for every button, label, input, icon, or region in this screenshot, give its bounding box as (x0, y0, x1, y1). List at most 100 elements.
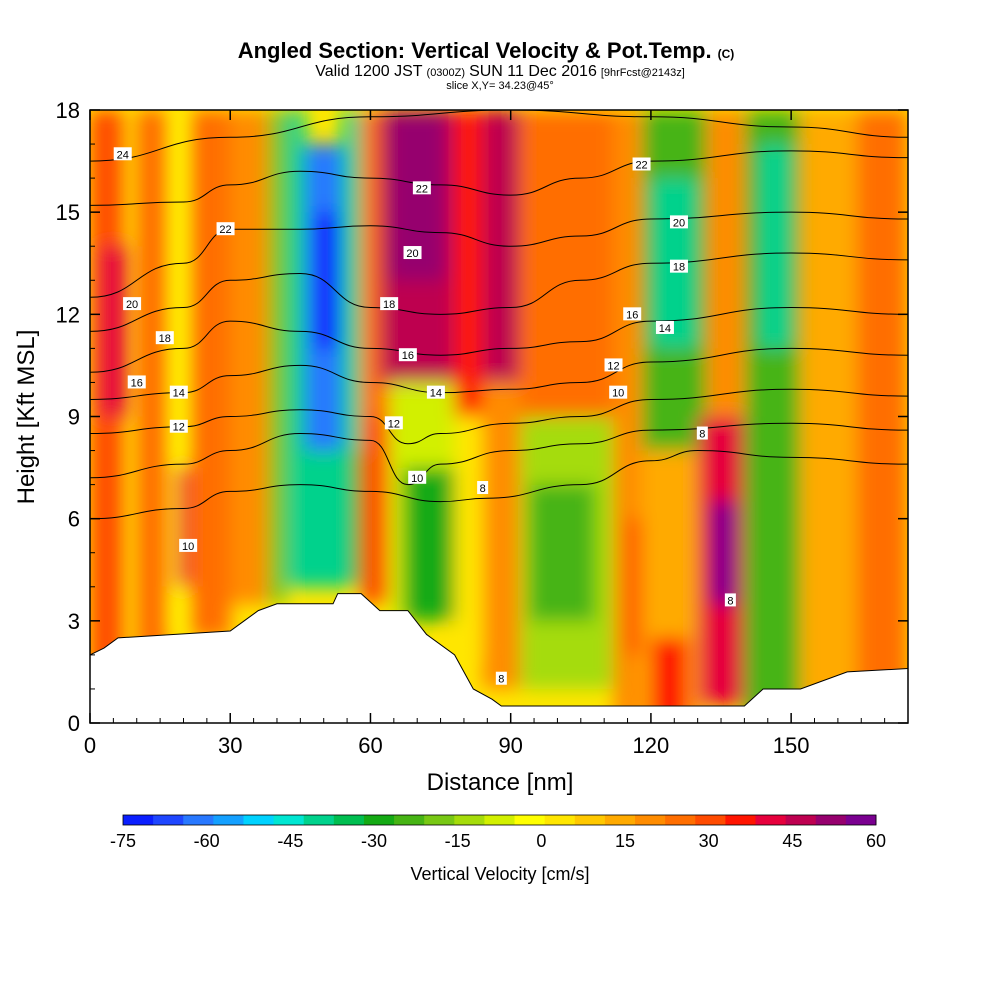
svg-text:Valid 1200 JST(0300Z)SUN 11 De: Valid 1200 JST (0300Z) SUN 11 Dec 2016 [9hr… (315, 63, 685, 80)
velocity-cell (188, 110, 231, 638)
velocity-cell (230, 110, 268, 604)
contour-label: 22 (216, 222, 235, 236)
contour-label-bg (169, 419, 188, 433)
contour-label-text: 8 (699, 429, 705, 441)
colorbar-tick-label: 0 (536, 831, 546, 851)
contour-label: 22 (632, 157, 651, 171)
terrain (90, 593, 908, 723)
colorbar-title: Vertical Velocity [cm/s] (410, 864, 589, 884)
velocity-cell (176, 467, 189, 587)
contour-label-bg (127, 375, 146, 389)
contour-label-bg (696, 426, 708, 440)
contour-label-bg (623, 307, 642, 321)
colorbar-tick-label: -30 (361, 831, 387, 851)
colorbar-swatch (785, 815, 817, 825)
colorbar-swatch (243, 815, 275, 825)
colorbar-frame (122, 814, 877, 826)
contour-label-text: 20 (673, 217, 685, 229)
isentrope-line (90, 347, 908, 400)
y-tick-label: 3 (68, 609, 80, 634)
colorbar-swatch (604, 815, 636, 825)
contour-label-text: 10 (182, 541, 194, 553)
contour-label-text: 20 (126, 299, 138, 311)
y-tick-label: 12 (56, 302, 80, 327)
contour-label: 18 (380, 297, 399, 311)
velocity-cell (758, 144, 792, 349)
contour-label: 12 (169, 419, 188, 434)
contour-label-bg (477, 481, 489, 495)
contour-label: 12 (384, 416, 403, 430)
velocity-cell (286, 110, 306, 587)
isentrope-line (90, 150, 908, 206)
contour-label: 16 (127, 375, 146, 389)
colorbar-swatch (755, 815, 787, 825)
velocity-cell (627, 518, 642, 655)
x-axis-title: Distance [nm] (427, 769, 574, 796)
isentrope-line (90, 211, 908, 298)
velocity-cell (800, 110, 857, 723)
contour-label: 22 (412, 181, 431, 195)
title-valid-zulu: (0300Z) (427, 67, 466, 79)
contour-label: 16 (398, 348, 417, 362)
colorbar-swatch (845, 815, 877, 825)
colorbar-swatch (815, 815, 847, 825)
contour-label-bg (426, 385, 445, 399)
contour-label-bg (669, 259, 688, 273)
contour-label-bg (123, 297, 142, 311)
colorbar-swatch (635, 815, 666, 825)
velocity-cell (351, 450, 362, 587)
velocity-cell (361, 416, 390, 604)
contour-label: 14 (426, 385, 445, 400)
colorbar-swatch (574, 815, 606, 825)
contour-label-text: 20 (406, 248, 418, 260)
colorbar-swatch (695, 815, 726, 825)
contour-label: 20 (403, 246, 422, 260)
contour-label: 8 (724, 593, 736, 607)
contour-label-text: 24 (117, 149, 129, 161)
colorbar-swatch (213, 815, 244, 825)
contour-label: 20 (669, 215, 688, 229)
contour-label: 18 (669, 259, 688, 274)
y-axis-title: Height [Kft MSL] (13, 330, 40, 505)
x-tick-label: 30 (218, 733, 242, 758)
isentrope-line (90, 252, 908, 332)
contour-label-text: 16 (626, 309, 638, 321)
contour-label: 8 (477, 481, 489, 495)
colorbar-swatch (665, 815, 696, 825)
chart-title: Angled Section: Vertical Velocity & Pot.… (238, 38, 735, 92)
colorbar-tick-label: -60 (194, 831, 220, 851)
velocity-cell (520, 110, 614, 417)
contour-label-text: 12 (388, 418, 400, 430)
colorbar-swatch (514, 815, 546, 825)
velocity-cell (707, 110, 745, 417)
contour-label-bg (380, 297, 399, 311)
contour-label-bg (398, 348, 417, 362)
contour-label: 12 (604, 358, 623, 372)
x-axis: 0 30 60 90 120 150 (84, 110, 909, 758)
contour-label-text: 14 (659, 323, 671, 335)
x-tick-label: 0 (84, 733, 96, 758)
contour-label-bg (384, 416, 403, 430)
terrain-outline (90, 593, 908, 707)
velocity-cell (99, 246, 128, 417)
velocity-cell (454, 110, 483, 417)
contour-label: 8 (696, 426, 708, 441)
y-tick-label: 9 (68, 405, 80, 430)
y-axis: 0 3 6 9 12 15 18 (56, 98, 908, 736)
velocity-cell (314, 212, 338, 349)
contour-label-text: 18 (383, 299, 395, 311)
colorbar-swatch (123, 815, 154, 825)
title-slice: slice X,Y= 34.23@45° (446, 80, 554, 92)
contour-label-text: 8 (727, 595, 733, 607)
colorbar-swatch (424, 815, 455, 825)
title-valid-fcst: [9hrFcst@2143z] (601, 67, 685, 79)
contour-label-bg (113, 147, 132, 161)
velocity-field (90, 110, 908, 723)
velocity-cell (711, 501, 736, 604)
y-tick-label: 0 (68, 711, 80, 736)
contour-label-bg (408, 470, 427, 484)
colorbar-swatch (273, 815, 305, 825)
colorbar-swatch (153, 815, 184, 825)
colorbar-tick-label: -75 (110, 831, 136, 851)
